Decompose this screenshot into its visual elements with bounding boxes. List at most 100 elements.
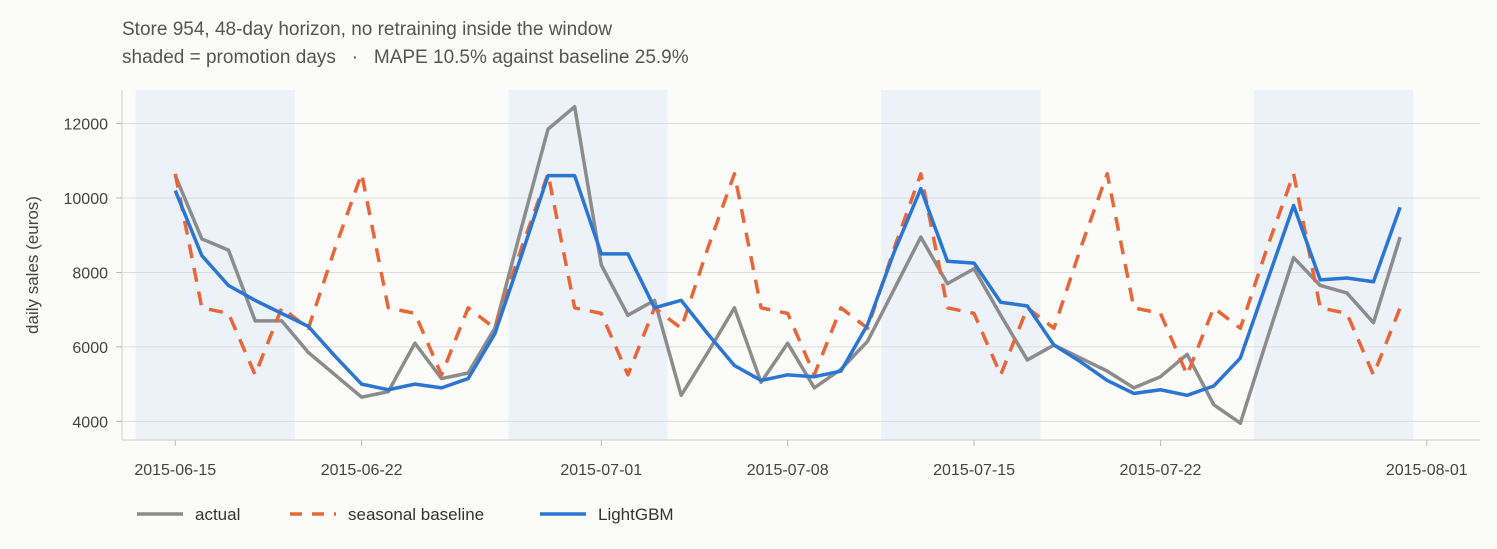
data-point — [280, 319, 283, 322]
gridline-layer — [122, 123, 1480, 422]
data-point — [680, 299, 683, 302]
data-point — [200, 237, 203, 240]
data-point — [1319, 306, 1322, 309]
data-point — [360, 383, 363, 386]
text-layer: 4000 6000 8000 10000 12000 2015-06-15 2015-06-… — [23, 19, 1468, 479]
data-point — [227, 284, 230, 287]
data-point — [1186, 394, 1189, 397]
y-tick-label: 6000 — [72, 340, 108, 357]
data-point — [440, 373, 443, 376]
series-line-seasonal-baseline — [173, 172, 1402, 377]
series-line-lightgbm — [173, 173, 1402, 398]
data-point — [547, 128, 550, 131]
data-point — [733, 364, 736, 367]
data-point — [1319, 284, 1322, 287]
data-point — [626, 252, 629, 255]
data-point — [1239, 422, 1242, 425]
data-point — [973, 262, 976, 265]
data-point — [786, 342, 789, 345]
data-point — [1399, 206, 1402, 209]
chart-title-line: shaded = promotion days · MAPE 10.5% aga… — [122, 47, 689, 68]
data-point — [1372, 280, 1375, 283]
data-point — [999, 314, 1002, 317]
data-point — [1026, 304, 1029, 307]
x-tick-label: 2015-06-15 — [134, 462, 216, 479]
data-point — [387, 388, 390, 391]
data-point — [1212, 385, 1215, 388]
data-point — [227, 312, 230, 315]
data-point — [1292, 172, 1295, 175]
x-tick-label: 2015-07-01 — [560, 462, 642, 479]
data-point — [1052, 344, 1055, 347]
data-point — [280, 306, 283, 309]
data-point — [1079, 360, 1082, 363]
legend-label: actual — [195, 505, 240, 524]
data-point — [653, 306, 656, 309]
data-point — [493, 332, 496, 335]
data-point — [733, 306, 736, 309]
data-point — [1106, 370, 1109, 373]
data-point — [946, 260, 949, 263]
data-point — [973, 312, 976, 315]
data-point — [1212, 306, 1215, 309]
data-point — [334, 373, 337, 376]
data-point — [706, 247, 709, 250]
data-point — [893, 288, 896, 291]
data-point — [919, 172, 922, 175]
x-tick-label: 2015-07-22 — [1120, 462, 1202, 479]
axis-layer — [116, 90, 1480, 446]
data-point — [946, 306, 949, 309]
data-point — [334, 355, 337, 358]
data-point — [1265, 247, 1268, 250]
data-point — [760, 379, 763, 382]
data-point — [706, 351, 709, 354]
data-point — [174, 172, 177, 175]
series-layer — [173, 105, 1402, 425]
data-point — [307, 351, 310, 354]
data-point — [1399, 236, 1402, 239]
data-point — [573, 105, 576, 108]
data-point — [1265, 280, 1268, 283]
data-point — [760, 306, 763, 309]
data-point — [200, 306, 203, 309]
data-point — [999, 373, 1002, 376]
data-point — [573, 306, 576, 309]
data-point — [1132, 306, 1135, 309]
data-point — [1372, 321, 1375, 324]
data-point — [1399, 306, 1402, 309]
legend-label: LightGBM — [598, 505, 674, 524]
data-point — [839, 370, 842, 373]
data-point — [1159, 388, 1162, 391]
data-point — [280, 312, 283, 315]
data-point — [839, 306, 842, 309]
data-point — [1186, 373, 1189, 376]
data-point — [1079, 247, 1082, 250]
data-point — [813, 375, 816, 378]
data-point — [1052, 327, 1055, 330]
data-point — [919, 187, 922, 190]
data-point — [680, 394, 683, 397]
data-point — [467, 377, 470, 380]
data-point — [999, 301, 1002, 304]
data-point — [1026, 358, 1029, 361]
x-tick-label: 2015-08-01 — [1386, 462, 1468, 479]
data-point — [387, 306, 390, 309]
promotion-shade — [508, 90, 668, 440]
data-point — [1265, 338, 1268, 341]
legend-label: seasonal baseline — [348, 505, 484, 524]
data-point — [440, 386, 443, 389]
data-point — [1319, 278, 1322, 281]
data-point — [1345, 277, 1348, 280]
x-tick-label: 2015-07-08 — [747, 462, 829, 479]
data-point — [547, 174, 550, 177]
data-point — [227, 249, 230, 252]
data-point — [600, 264, 603, 267]
data-point — [1159, 375, 1162, 378]
promotion-shade — [1253, 90, 1414, 440]
series-line-actual — [173, 105, 1402, 425]
data-point — [200, 254, 203, 257]
data-point — [1159, 312, 1162, 315]
legend: actual seasonal baseline LightGBM — [137, 505, 674, 524]
data-point — [1132, 386, 1135, 389]
data-point — [786, 373, 789, 376]
